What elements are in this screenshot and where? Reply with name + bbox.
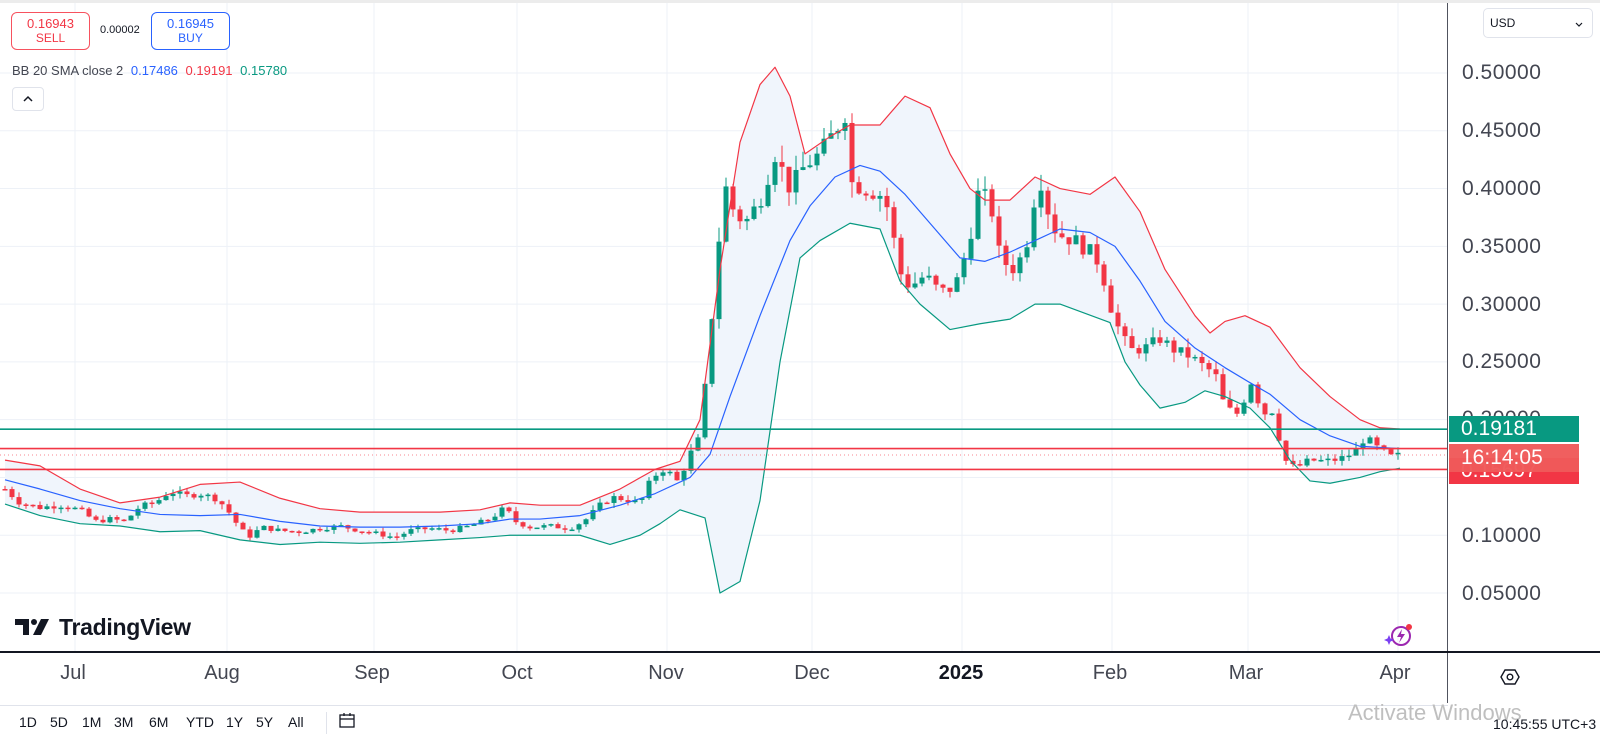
upper-line-price-tag: 0.19181 — [1449, 416, 1579, 442]
calendar-icon[interactable] — [338, 711, 356, 729]
indicator-name: BB 20 SMA close 2 — [12, 63, 124, 78]
price-tick: 0.35000 — [1462, 235, 1542, 258]
price-axis-divider — [1447, 3, 1448, 703]
collapse-legend-button[interactable] — [12, 87, 44, 111]
price-tick: 0.45000 — [1462, 119, 1542, 142]
tradingview-logo[interactable]: TradingView — [15, 614, 191, 640]
os-activation-watermark: Activate Windows — [1348, 700, 1522, 725]
range-button-5y[interactable]: 5Y — [256, 714, 274, 730]
time-axis-label: 2025 — [938, 662, 984, 684]
price-tick: 0.25000 — [1462, 350, 1542, 373]
buy-button[interactable]: 0.16945 BUY — [151, 12, 230, 50]
time-axis-divider — [0, 651, 1600, 653]
time-axis-label: Oct — [501, 662, 533, 684]
spread-value: 0.00002 — [100, 24, 140, 36]
range-button-5d[interactable]: 5D — [50, 714, 68, 730]
price-tick: 0.30000 — [1462, 293, 1542, 316]
price-tick: 0.05000 — [1462, 582, 1542, 605]
range-button-6m[interactable]: 6M — [149, 714, 169, 730]
range-button-ytd[interactable]: YTD — [186, 714, 214, 730]
toolbar-divider — [0, 705, 1448, 706]
indicator-legend[interactable]: BB 20 SMA close 2 0.17486 0.19191 0.1578… — [12, 63, 291, 78]
currency-value: USD — [1490, 16, 1516, 30]
range-button-1y[interactable]: 1Y — [226, 714, 244, 730]
timezone-clock[interactable]: 10:45:55 UTC+3 — [1493, 716, 1597, 732]
logo-text: TradingView — [59, 613, 191, 640]
bb-upper-value: 0.19191 — [185, 63, 233, 78]
time-axis-label: Apr — [1379, 662, 1411, 684]
time-axis-label: Aug — [204, 662, 240, 684]
time-axis-label: Nov — [648, 662, 684, 684]
chevron-down-icon — [1575, 22, 1583, 27]
price-chart-canvas[interactable] — [0, 0, 1448, 651]
range-button-all[interactable]: All — [288, 714, 304, 730]
buy-label: BUY — [178, 31, 203, 45]
chevron-up-icon — [23, 95, 33, 102]
range-button-1m[interactable]: 1M — [82, 714, 102, 730]
bb-basis-value: 0.17486 — [130, 63, 178, 78]
bar-countdown-tag: 16:14:05 — [1449, 444, 1579, 472]
sell-price: 0.16943 — [27, 16, 74, 31]
time-axis-label: Dec — [794, 662, 830, 684]
tradingview-logo-icon — [15, 619, 49, 635]
range-separator — [326, 712, 327, 734]
time-axis-label: Jul — [60, 662, 86, 684]
sell-button[interactable]: 0.16943 SELL — [11, 12, 90, 50]
price-tick: 0.10000 — [1462, 524, 1542, 547]
buy-price: 0.16945 — [167, 16, 214, 31]
settings-hexagon-icon[interactable] — [1500, 668, 1520, 686]
bb-lower-value: 0.15780 — [240, 63, 288, 78]
window-top-strip — [0, 0, 1600, 3]
lightning-sparkle-icon[interactable] — [1383, 622, 1415, 650]
price-tick: 0.40000 — [1462, 177, 1542, 200]
sell-label: SELL — [35, 31, 66, 45]
currency-select[interactable]: USD — [1483, 8, 1593, 38]
price-tick: 0.50000 — [1462, 61, 1542, 84]
time-axis-label: Feb — [1092, 662, 1128, 684]
time-axis-label: Sep — [354, 662, 390, 684]
range-button-1d[interactable]: 1D — [19, 714, 37, 730]
range-button-3m[interactable]: 3M — [114, 714, 134, 730]
time-axis-label: Mar — [1228, 662, 1264, 684]
